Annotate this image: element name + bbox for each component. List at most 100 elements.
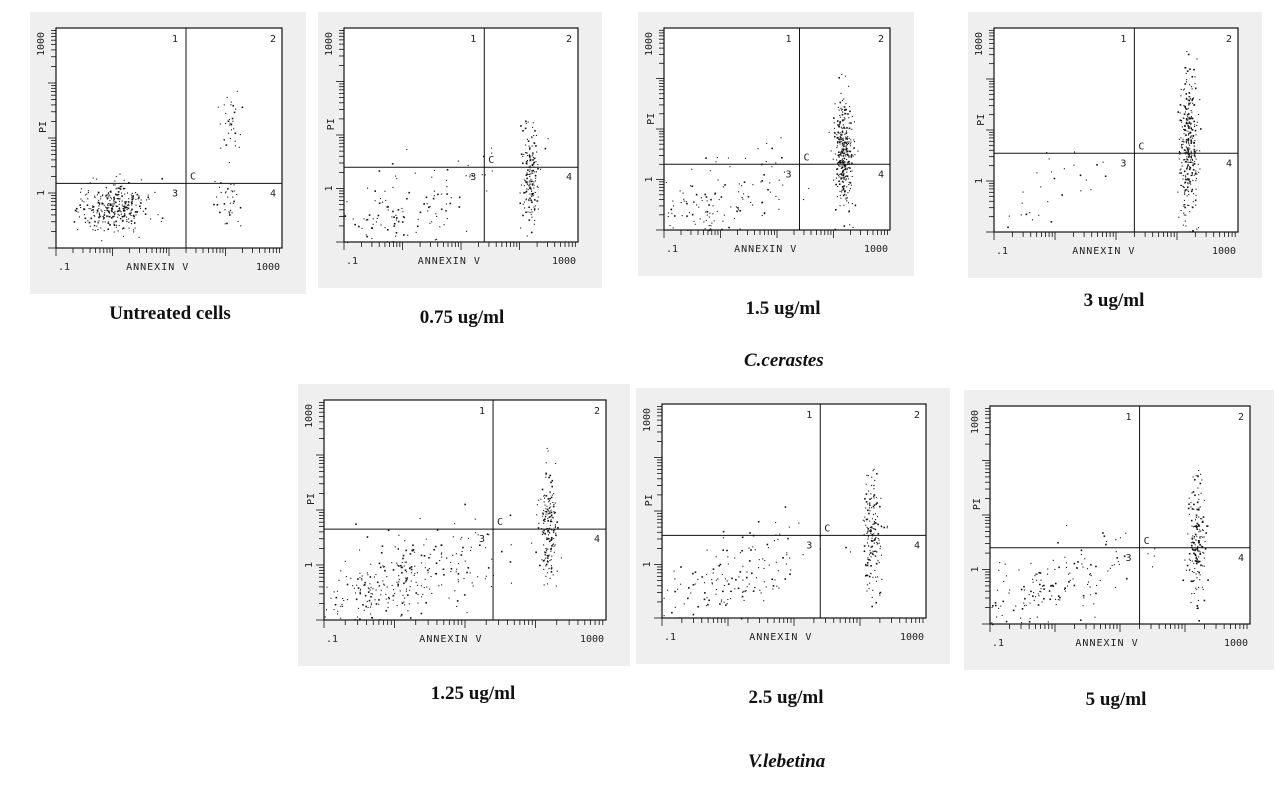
event-dot (1036, 172, 1038, 174)
event-dot (482, 155, 485, 158)
event-dot (845, 108, 847, 111)
event-dot (405, 571, 408, 573)
event-dot (842, 149, 844, 151)
event-dot (758, 559, 760, 561)
event-dot (394, 592, 396, 595)
event-dot (1080, 549, 1083, 552)
event-dot (723, 584, 725, 587)
event-dot (724, 184, 726, 186)
event-dot (554, 526, 556, 529)
event-dot (1198, 556, 1200, 558)
event-dot (417, 594, 419, 596)
event-dot (849, 188, 851, 190)
event-dot (704, 228, 706, 230)
event-dot (868, 504, 871, 506)
event-dot (528, 199, 530, 201)
event-dot (433, 548, 435, 551)
event-dot (393, 225, 396, 227)
event-dot (1184, 206, 1186, 209)
event-dot (361, 227, 363, 229)
event-dot (674, 606, 676, 608)
event-dot (848, 183, 850, 186)
event-dot (1183, 205, 1185, 207)
event-dot (1190, 122, 1192, 124)
event-dot (417, 218, 419, 220)
event-dot (848, 156, 850, 158)
event-dot (1193, 126, 1196, 128)
event-dot (843, 143, 845, 146)
event-dot (537, 163, 539, 165)
event-dot (553, 532, 555, 534)
event-dot (841, 113, 844, 116)
event-dot (847, 178, 849, 180)
event-dot (408, 191, 411, 194)
event-dot (543, 551, 546, 553)
event-dot (336, 613, 339, 615)
event-dot (1186, 156, 1188, 158)
event-dot (545, 508, 547, 510)
event-dot (836, 147, 838, 149)
event-dot (547, 555, 550, 557)
event-dot (132, 194, 134, 197)
x-tick-label: 1000 (1224, 638, 1248, 649)
event-dot (849, 106, 851, 108)
event-dot (873, 507, 875, 509)
event-dot (1047, 621, 1049, 623)
event-dot (672, 205, 675, 207)
gate-label: C (1144, 536, 1150, 547)
event-dot (846, 200, 848, 202)
y-tick-label: 1 (36, 190, 47, 196)
event-dot (841, 177, 843, 179)
event-dot (104, 221, 106, 223)
event-dot (450, 567, 453, 570)
event-dot (690, 185, 692, 187)
event-dot (120, 213, 122, 215)
event-dot (1193, 162, 1196, 165)
event-dot (1198, 620, 1200, 622)
event-dot (533, 208, 536, 210)
event-dot (1187, 533, 1189, 535)
event-dot (722, 549, 725, 551)
event-dot (113, 203, 116, 205)
y-axis-label: PI (646, 113, 657, 125)
event-dot (542, 560, 545, 562)
event-dot (542, 519, 545, 522)
event-dot (1183, 88, 1186, 90)
event-dot (835, 177, 838, 179)
event-dot (424, 567, 426, 569)
event-dot (396, 581, 398, 583)
event-dot (1204, 548, 1207, 550)
event-dot (1185, 141, 1187, 143)
event-dot (876, 551, 878, 553)
event-dot (363, 218, 365, 220)
event-dot (1196, 522, 1199, 525)
event-dot (522, 129, 524, 132)
event-dot (834, 103, 836, 105)
event-dot (1195, 525, 1197, 528)
event-dot (1202, 516, 1205, 518)
event-dot (863, 534, 865, 536)
event-dot (1194, 494, 1196, 497)
event-dot (1199, 536, 1201, 538)
event-dot (420, 612, 423, 615)
event-dot (877, 576, 879, 578)
event-dot (847, 155, 849, 157)
event-dot (757, 148, 759, 150)
event-dot (528, 181, 530, 183)
event-dot (1185, 188, 1187, 191)
event-dot (1197, 560, 1199, 563)
event-dot (837, 154, 840, 157)
event-dot (789, 557, 791, 559)
event-dot (467, 537, 469, 539)
event-dot (1186, 70, 1189, 72)
event-dot (1188, 122, 1190, 124)
event-dot (116, 194, 119, 196)
event-dot (531, 190, 533, 192)
event-dot (839, 101, 842, 104)
event-dot (414, 565, 416, 567)
event-dot (873, 496, 875, 498)
event-dot (748, 560, 751, 562)
event-dot (398, 565, 400, 567)
event-dot (1080, 554, 1082, 556)
event-dot (844, 138, 846, 140)
